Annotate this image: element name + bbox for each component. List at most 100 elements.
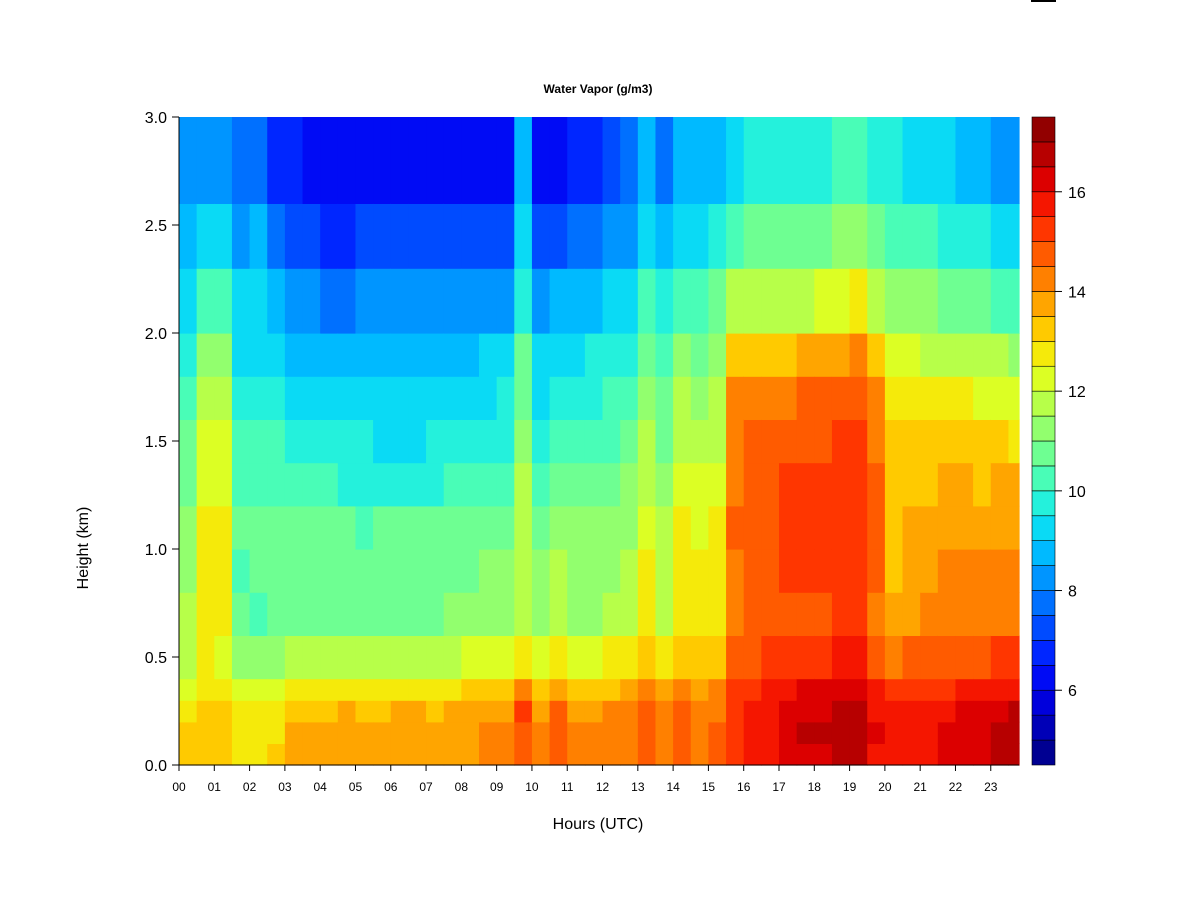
heatmap-cell bbox=[531, 678, 551, 701]
heatmap-cell bbox=[267, 743, 286, 766]
heatmap-cell bbox=[214, 743, 233, 766]
x-tick-label: 18 bbox=[808, 780, 822, 794]
heatmap-cell bbox=[620, 268, 639, 334]
heatmap-cell bbox=[531, 743, 551, 766]
heatmap-cell bbox=[514, 743, 533, 766]
heatmap-cell bbox=[426, 268, 445, 334]
heatmap-cell bbox=[796, 117, 815, 204]
x-tick-label: 10 bbox=[525, 780, 539, 794]
heatmap-cell bbox=[179, 743, 198, 766]
heatmap-cell bbox=[743, 203, 762, 269]
heatmap-cell bbox=[920, 268, 939, 334]
heatmap-cell bbox=[284, 462, 304, 507]
heatmap-cell bbox=[884, 333, 904, 377]
heatmap-cell bbox=[390, 419, 410, 464]
heatmap-cell bbox=[531, 419, 551, 464]
x-tick-label: 13 bbox=[631, 780, 645, 794]
heatmap-cell bbox=[743, 549, 762, 593]
heatmap-cell bbox=[567, 635, 586, 680]
heatmap-cell bbox=[320, 592, 339, 636]
heatmap-cell bbox=[884, 721, 904, 744]
heatmap-cell bbox=[443, 743, 462, 766]
heatmap-cell bbox=[284, 419, 304, 464]
heatmap-cell bbox=[602, 721, 621, 744]
heatmap-cell bbox=[849, 203, 868, 269]
heatmap-cell bbox=[1008, 549, 1020, 593]
heatmap-cell bbox=[249, 419, 268, 464]
heatmap-cell bbox=[214, 721, 233, 744]
heatmap-cell bbox=[814, 743, 833, 766]
heatmap-cell bbox=[620, 635, 639, 680]
heatmap-cell bbox=[849, 268, 868, 334]
heatmap-cell bbox=[690, 462, 710, 507]
heatmap-cell bbox=[320, 333, 339, 377]
heatmap-cell bbox=[196, 743, 215, 766]
heatmap-cell bbox=[479, 743, 498, 766]
heatmap-cell bbox=[443, 203, 462, 269]
heatmap-cell bbox=[637, 592, 657, 636]
heatmap-cell bbox=[355, 635, 374, 680]
heatmap-cell bbox=[831, 721, 851, 744]
heatmap-cell bbox=[461, 376, 480, 420]
heatmap-cell bbox=[320, 700, 339, 723]
heatmap-cell bbox=[743, 743, 762, 766]
heatmap-cell bbox=[620, 592, 639, 636]
heatmap-cell bbox=[531, 700, 551, 723]
heatmap-cell bbox=[231, 549, 251, 593]
heatmap-cell bbox=[373, 419, 392, 464]
heatmap-cell bbox=[602, 678, 621, 701]
heatmap-cell bbox=[214, 700, 233, 723]
heatmap-cell bbox=[937, 549, 957, 593]
colorbar-swatch bbox=[1031, 191, 1056, 217]
heatmap-cell bbox=[337, 678, 357, 701]
heatmap-cell bbox=[390, 721, 410, 744]
heatmap-cell bbox=[902, 462, 921, 507]
heatmap-cell bbox=[337, 462, 357, 507]
heatmap-cell bbox=[443, 635, 462, 680]
x-tick-label: 05 bbox=[349, 780, 363, 794]
heatmap-cell bbox=[690, 743, 710, 766]
heatmap-cell bbox=[831, 549, 851, 593]
colorbar-swatch bbox=[1031, 316, 1056, 342]
heatmap-cell bbox=[531, 549, 551, 593]
heatmap-cell bbox=[549, 462, 568, 507]
heatmap-cell bbox=[920, 592, 939, 636]
heatmap-cell bbox=[461, 743, 480, 766]
colorbar-tick-label: 12 bbox=[1068, 384, 1086, 401]
heatmap-cell bbox=[267, 268, 286, 334]
heatmap-cell bbox=[849, 635, 868, 680]
heatmap-cell bbox=[990, 376, 1010, 420]
heatmap-cell bbox=[620, 678, 639, 701]
heatmap-cell bbox=[673, 721, 692, 744]
heatmap-cell bbox=[849, 549, 868, 593]
heatmap-cell bbox=[673, 462, 692, 507]
heatmap-cell bbox=[831, 419, 851, 464]
heatmap-cell bbox=[461, 203, 480, 269]
heatmap-cell bbox=[743, 462, 762, 507]
heatmap-cell bbox=[284, 117, 304, 204]
heatmap-cell bbox=[249, 549, 268, 593]
colorbar-swatch bbox=[1031, 565, 1056, 591]
heatmap-cell bbox=[179, 549, 198, 593]
heatmap-cell bbox=[955, 549, 974, 593]
heatmap-cell bbox=[479, 419, 498, 464]
heatmap-cell bbox=[320, 635, 339, 680]
heatmap-cell bbox=[867, 549, 886, 593]
heatmap-cell bbox=[584, 635, 604, 680]
heatmap-cell bbox=[902, 268, 921, 334]
heatmap-cell bbox=[673, 419, 692, 464]
heatmap-cell bbox=[320, 462, 339, 507]
heatmap-cell bbox=[443, 721, 462, 744]
heatmap-cell bbox=[726, 505, 745, 550]
heatmap-cell bbox=[902, 635, 921, 680]
heatmap-cell bbox=[867, 700, 886, 723]
heatmap-cell bbox=[673, 117, 692, 204]
heatmap-cell bbox=[337, 117, 357, 204]
y-tick-label: 0.0 bbox=[145, 758, 167, 775]
colorbar-swatch bbox=[1031, 266, 1056, 292]
heatmap-cell bbox=[302, 592, 321, 636]
heatmap-cell bbox=[390, 592, 410, 636]
heatmap-cell bbox=[690, 268, 710, 334]
heatmap-cell bbox=[496, 549, 515, 593]
heatmap-cell bbox=[355, 117, 374, 204]
